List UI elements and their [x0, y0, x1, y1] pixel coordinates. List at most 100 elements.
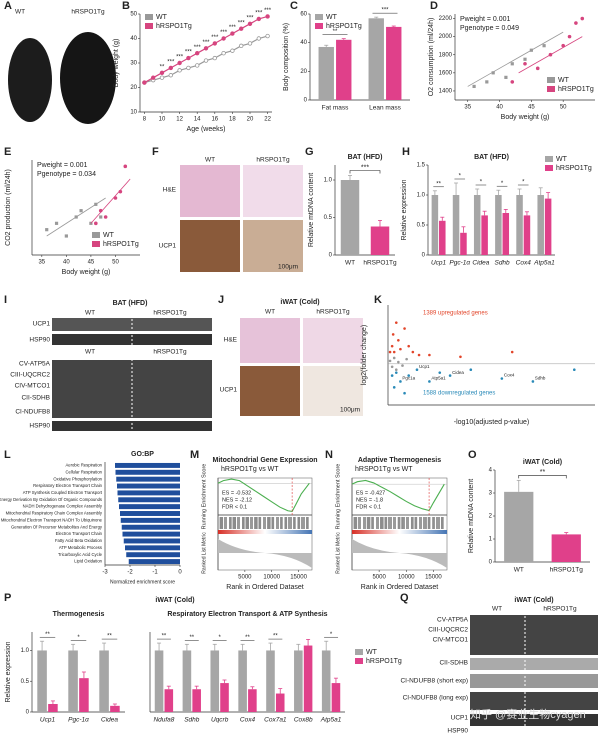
significance: ***: [211, 35, 219, 41]
point: [403, 327, 406, 330]
bar: [121, 524, 180, 530]
rank-metric: [352, 539, 447, 568]
panel-label: K: [374, 294, 382, 306]
point: [438, 371, 442, 374]
category-label: hRSPO1Tg: [550, 567, 584, 574]
x-tick-label: 18: [229, 117, 236, 123]
significance: **: [273, 634, 278, 640]
category-label: Fat mass: [322, 105, 349, 112]
bar: [439, 220, 446, 255]
point: [390, 344, 394, 348]
bar: [537, 195, 544, 255]
point: [390, 374, 394, 377]
bar: [321, 650, 331, 712]
panel-label: Q: [400, 592, 409, 604]
marker: [150, 75, 156, 80]
legend-label: hRSPO1Tg: [156, 23, 192, 30]
panel-label: A: [4, 0, 12, 12]
x-tick-label: 14: [194, 117, 201, 123]
bar: [48, 704, 58, 712]
category-label: Cellular Respiration: [65, 469, 102, 474]
panel-label: H: [402, 146, 410, 158]
bar: [128, 559, 180, 565]
bar: [115, 469, 180, 475]
gene-label: Pgc1a: [402, 376, 415, 381]
y-tick-label: 1800: [439, 52, 453, 58]
point: [411, 350, 415, 354]
trend-line: [518, 36, 583, 74]
enrichment-line: [217, 478, 310, 513]
image-label: CIV-MTCO1: [15, 383, 51, 390]
x-tick-label: -1: [152, 570, 158, 576]
category-label: Cox4: [516, 260, 532, 267]
marker: [221, 36, 226, 41]
legend-label: WT: [103, 232, 115, 239]
significance: *: [501, 181, 504, 187]
chart-subtitle: Thermogenesis: [53, 611, 105, 618]
x-axis-label: Age (weeks): [187, 126, 226, 133]
trend-line: [46, 197, 106, 237]
image-label: hRSPO1Tg: [153, 310, 187, 317]
significance-bracket: [518, 475, 567, 479]
annotation: Pgenotype = 0.034: [37, 171, 96, 178]
y-axis-label-2: Ranked List Metric: [201, 532, 207, 574]
x-axis-label: -log10(adjusted p-value): [454, 419, 530, 426]
marker: [212, 41, 217, 46]
y-tick-label: 40: [300, 40, 307, 46]
point: [459, 355, 462, 359]
y-tick-label: 0: [329, 253, 333, 259]
point: [403, 391, 406, 395]
blot: [52, 421, 212, 431]
marker: [177, 60, 182, 66]
panel-label: F: [152, 146, 159, 158]
point: [394, 321, 398, 324]
point: [94, 221, 98, 226]
blot: [470, 714, 598, 726]
rank-gradient: [218, 530, 312, 534]
point: [399, 347, 402, 351]
blot: [470, 615, 598, 655]
chart-title: Adaptive Thermogenesis: [358, 457, 441, 464]
bar: [331, 683, 341, 712]
x-tick-label: 16: [211, 117, 218, 123]
bar: [68, 650, 78, 712]
plot-frame: [351, 477, 448, 571]
y-axis-label: Body weight (g): [113, 39, 120, 88]
marker: [265, 14, 270, 19]
blot: [470, 674, 598, 688]
point: [399, 380, 402, 383]
bar: [99, 650, 109, 712]
category-label: Aerobic Respiration: [65, 463, 102, 468]
x-tick-label: 10: [159, 117, 166, 123]
legend-swatch: [355, 658, 363, 664]
x-tick-label: 5000: [372, 575, 386, 581]
chart-title: BAT (HFD): [474, 154, 509, 161]
gene-label: Atp5a1: [431, 376, 446, 381]
x-tick-label: 35: [38, 260, 45, 266]
image-label: WT: [492, 606, 502, 613]
rank-metric: [218, 539, 312, 568]
legend-label: hRSPO1Tg: [366, 658, 402, 665]
y-tick-label: 2000: [439, 34, 453, 40]
y-tick-label: 20: [130, 85, 137, 91]
point: [510, 62, 514, 66]
category-label: Cox4: [240, 717, 256, 724]
significance: ***: [185, 50, 193, 56]
panel-title: iWAT (Cold): [514, 597, 553, 604]
point: [45, 228, 49, 232]
y-tick-label: 1: [489, 537, 493, 543]
category-label: Ucp1: [431, 260, 447, 267]
point: [103, 215, 108, 219]
chart-title: GO:BP: [131, 451, 154, 458]
bar: [318, 46, 334, 100]
marker: [265, 33, 270, 39]
legend-swatch: [545, 156, 553, 162]
legend-label: WT: [556, 156, 568, 163]
bar: [460, 232, 467, 255]
image-label: HSP90: [29, 423, 50, 430]
marker: [238, 43, 244, 49]
gene-label: Ucp1: [419, 364, 430, 369]
plot-frame: [217, 477, 313, 571]
chart-title: iWAT (Cold): [523, 459, 562, 466]
